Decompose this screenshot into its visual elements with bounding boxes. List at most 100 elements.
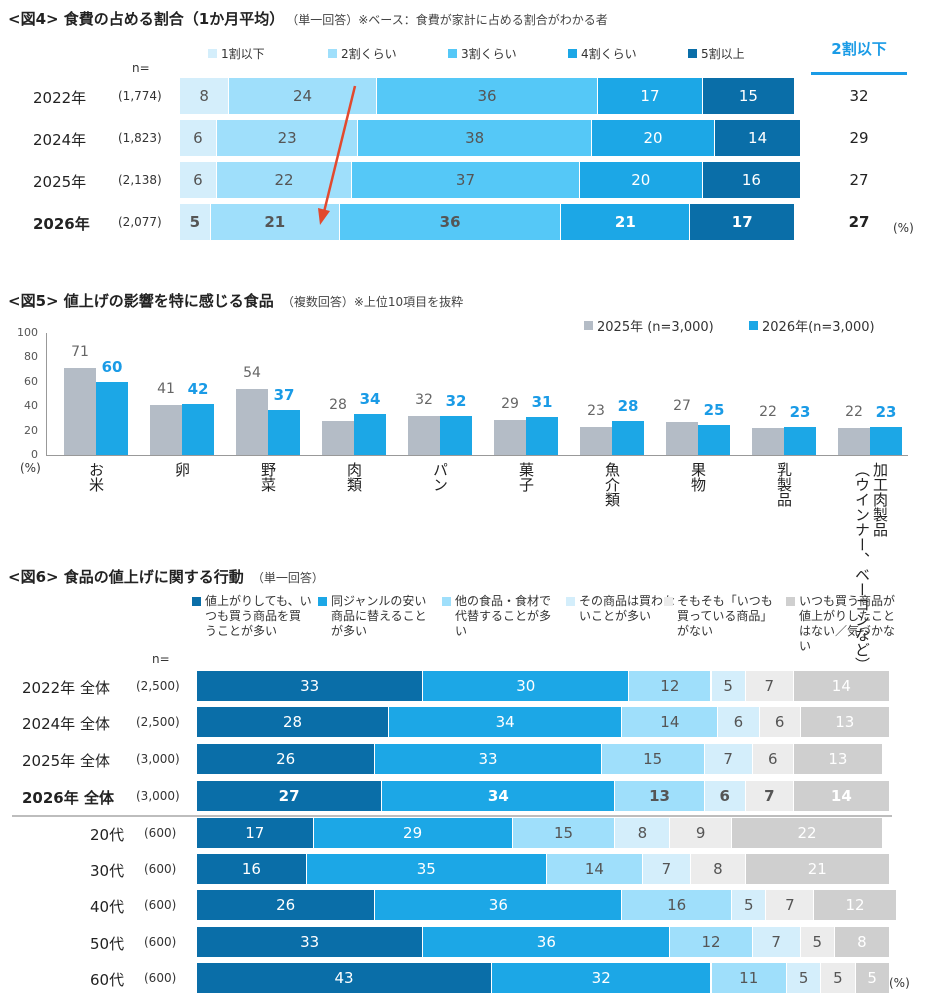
fig6-bar-segment: 17 bbox=[197, 818, 314, 848]
fig4-bar-segment: 20 bbox=[579, 162, 703, 198]
fig6-row-label: 40代 bbox=[90, 898, 125, 916]
fig6-bar-segment: 33 bbox=[197, 671, 424, 701]
fig6-bar-segment: 35 bbox=[306, 854, 547, 884]
fig4-row-n: (1,823) bbox=[118, 131, 162, 145]
fig6-bar-segment: 28 bbox=[197, 707, 390, 737]
fig6-legend-swatch bbox=[566, 597, 575, 606]
fig5-x-label: お米 bbox=[87, 462, 105, 492]
fig6-bar-segment: 7 bbox=[642, 854, 691, 884]
fig5-x-label: 肉類 bbox=[345, 462, 363, 492]
fig5-bar bbox=[150, 404, 182, 455]
fig6-bar-segment: 15 bbox=[601, 744, 705, 774]
fig6-row-n: (600) bbox=[144, 898, 177, 912]
fig4-legend-label: 2割くらい bbox=[341, 47, 397, 61]
fig6-bar-segment: 5 bbox=[821, 963, 856, 993]
fig6-legend-label: 値上がりしても、いつも買う商品を買うことが多い bbox=[205, 594, 312, 638]
fig5-bar bbox=[354, 413, 386, 455]
fig6-bar-segment: 43 bbox=[197, 963, 492, 993]
fig6-bar-segment: 13 bbox=[615, 781, 705, 811]
fig6-row-n: (600) bbox=[144, 862, 177, 876]
fig5-legend-item: 2025年 (n=3,000) bbox=[584, 316, 714, 335]
fig5-data-label: 34 bbox=[359, 389, 381, 408]
fig5-data-label: 37 bbox=[273, 385, 295, 404]
fig4-note: （単一回答）※ベース：食費が家計に占める割合がわかる者 bbox=[292, 13, 608, 27]
fig5-bar bbox=[612, 420, 644, 455]
fig4-bar-segment: 20 bbox=[592, 120, 716, 156]
fig6-row-label: 30代 bbox=[90, 862, 125, 880]
fig4-trend-arrow bbox=[318, 85, 357, 225]
fig5-bar bbox=[182, 403, 214, 455]
fig6-row-n: (2,500) bbox=[136, 715, 180, 729]
fig6-row-label: 2022年 全体 bbox=[22, 679, 110, 697]
fig4-row-n: (2,138) bbox=[118, 173, 162, 187]
fig6-bar-segment: 6 bbox=[718, 707, 760, 737]
fig6-bar-segment: 9 bbox=[670, 818, 733, 848]
fig6-bar-segment: 11 bbox=[711, 963, 787, 993]
fig5-x-label: パン bbox=[431, 462, 449, 492]
fig6-bar-segment: 34 bbox=[382, 781, 616, 811]
fig6-row-label: 60代 bbox=[90, 971, 125, 989]
fig6-bar-segment: 7 bbox=[745, 781, 794, 811]
fig5-data-label: 22 bbox=[759, 404, 777, 421]
fig6-row-label: 50代 bbox=[90, 935, 125, 953]
fig4-bar-segment: 36 bbox=[376, 78, 599, 114]
fig6-bar-segment: 14 bbox=[793, 781, 890, 811]
fig5-data-label: 31 bbox=[531, 393, 553, 412]
fig5-data-label: 32 bbox=[415, 391, 433, 408]
fig5-data-label: 60 bbox=[101, 357, 123, 376]
fig5-y-tick: 0 bbox=[31, 448, 38, 461]
fig4-legend-swatch bbox=[688, 49, 697, 58]
fig4-bar-segment: 16 bbox=[702, 162, 802, 198]
fig6-legend-swatch bbox=[442, 597, 451, 606]
fig6-bar-segment: 6 bbox=[759, 707, 801, 737]
fig5-data-label: 71 bbox=[71, 344, 89, 361]
fig5-pct-label: (%) bbox=[20, 461, 41, 475]
fig4-bar-segment: 21 bbox=[561, 204, 691, 240]
fig5-data-label: 28 bbox=[329, 396, 347, 413]
fig6-row-n: (600) bbox=[144, 826, 177, 840]
fig4-n-label: n= bbox=[132, 61, 150, 75]
fig6-bar-segment: 13 bbox=[793, 744, 883, 774]
fig4-legend-item: 5割以上 bbox=[688, 45, 745, 62]
fig5-bar bbox=[322, 420, 354, 455]
fig6-legend-item: そもそも「いつも買っている商品」がない bbox=[664, 594, 784, 639]
fig5-bar bbox=[236, 389, 268, 455]
fig5-bar bbox=[838, 428, 870, 455]
fig6-title-row: <図6> 食品の値上げに関する行動 （単一回答） bbox=[8, 566, 324, 587]
fig5-data-label: 27 bbox=[673, 398, 691, 415]
fig4-legend-label: 5割以上 bbox=[701, 47, 745, 61]
fig4-row-n: (1,774) bbox=[118, 89, 162, 103]
fig4-bar-segment: 37 bbox=[352, 162, 580, 198]
fig6-legend-label: その商品は買わないことが多い bbox=[579, 594, 676, 623]
fig6-bar-segment: 6 bbox=[704, 781, 746, 811]
fig5-x-label: 果物 bbox=[689, 462, 707, 492]
fig5-data-label: 29 bbox=[501, 395, 519, 412]
fig5-data-label: 25 bbox=[703, 400, 725, 419]
fig5-bar bbox=[440, 415, 472, 455]
fig4-bar-segment: 38 bbox=[358, 120, 593, 156]
fig6-row-n: (600) bbox=[144, 971, 177, 985]
fig4-side-value: 29 bbox=[849, 129, 869, 147]
fig6-bar-segment: 15 bbox=[512, 818, 616, 848]
fig5-bar bbox=[408, 415, 440, 455]
fig4-legend-swatch bbox=[448, 49, 457, 58]
fig5-legend-label: 2025年 (n=3,000) bbox=[597, 320, 714, 335]
fig6-legend-label: いつも買う商品が値上がりしたことはない／気づかない bbox=[799, 594, 896, 653]
fig5-data-label: 23 bbox=[587, 402, 605, 419]
fig6-row-n: (3,000) bbox=[136, 752, 180, 766]
fig6-bar-segment: 5 bbox=[855, 963, 890, 993]
fig4-side-value: 27 bbox=[848, 213, 870, 231]
fig5-data-label: 28 bbox=[617, 396, 639, 415]
fig5-bar bbox=[580, 426, 612, 455]
fig5-x-label: 乳製品 bbox=[775, 462, 793, 507]
fig4-legend-label: 3割くらい bbox=[461, 47, 517, 61]
fig6-legend-item: いつも買う商品が値上がりしたことはない／気づかない bbox=[786, 594, 906, 654]
fig5-y-tick: 60 bbox=[24, 374, 38, 388]
fig5-x-label: （ウインナー、ベーコンなど） bbox=[853, 462, 871, 672]
fig4-bar-segment: 17 bbox=[598, 78, 703, 114]
fig6-bar-segment: 27 bbox=[197, 781, 383, 811]
fig4-bar-segment: 6 bbox=[180, 162, 217, 198]
fig6-bar-segment: 8 bbox=[690, 854, 746, 884]
fig6-bar-segment: 7 bbox=[704, 744, 753, 774]
fig6-row-label: 20代 bbox=[90, 826, 125, 844]
